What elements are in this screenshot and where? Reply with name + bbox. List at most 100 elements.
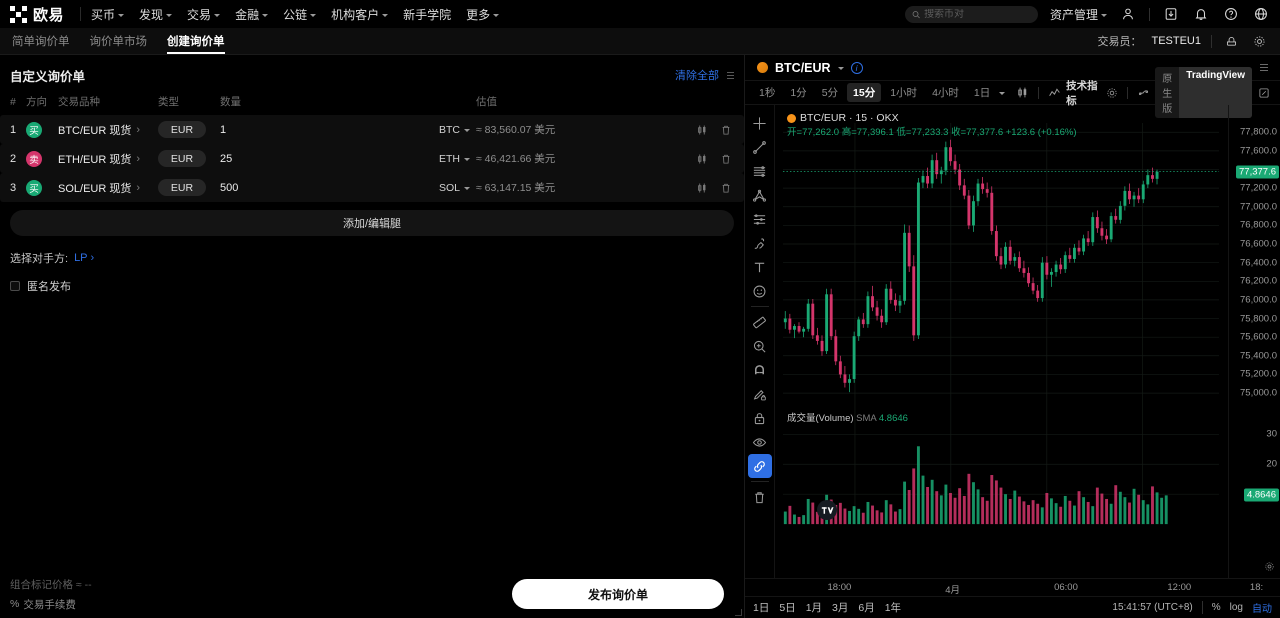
timeframe-1d[interactable]: 1日 [973, 87, 991, 99]
measure-icon[interactable] [748, 310, 772, 334]
chart-settings-gear-icon[interactable] [1104, 87, 1120, 99]
chart-type-candle-icon[interactable] [1014, 86, 1031, 99]
crosshair-icon[interactable] [748, 111, 772, 135]
timeframe-15m[interactable]: 15分 [847, 83, 882, 102]
delete-row-icon[interactable] [720, 182, 732, 194]
percent-scale-toggle[interactable]: % [1211, 602, 1221, 613]
text-icon[interactable] [748, 255, 772, 279]
timeframe-4h[interactable]: 4小时 [932, 87, 959, 99]
eye-icon[interactable] [748, 430, 772, 454]
magnet-icon[interactable] [748, 358, 772, 382]
range-6mo[interactable]: 6月 [858, 602, 875, 614]
nav-item-buy[interactable]: 买币 [91, 6, 125, 23]
timeframe-5m[interactable]: 5分 [821, 87, 839, 99]
chevron-down-icon[interactable] [464, 158, 470, 161]
view-native-option[interactable]: 原生版 [1162, 74, 1173, 115]
quantity-input[interactable]: 500 [220, 181, 239, 194]
add-edit-leg-button[interactable]: 添加/编辑腿 [10, 210, 734, 236]
timeframe-1h[interactable]: 1小时 [890, 87, 918, 99]
nav-item-institutional[interactable]: 机构客户 [331, 6, 389, 23]
theme-icon[interactable] [1222, 32, 1240, 50]
chevron-right-icon[interactable]: › [136, 123, 141, 136]
tab-rfq-market[interactable]: 询价单市场 [90, 28, 148, 54]
range-1mo[interactable]: 1月 [805, 602, 823, 614]
counterparty-selector[interactable]: LP › [74, 252, 95, 264]
row-currency-cell[interactable]: BTC [420, 115, 476, 144]
type-pill[interactable]: EUR [158, 121, 206, 138]
candle-icon[interactable] [696, 124, 708, 136]
type-pill[interactable]: EUR [158, 179, 206, 196]
emoji-icon[interactable] [748, 279, 772, 303]
pencil-lock-icon[interactable] [748, 382, 772, 406]
range-5d[interactable]: 5日 [779, 602, 796, 614]
table-row[interactable]: 1 买 BTC/EUR 现货 › EUR 1 BTC ≈ 83,560.07 美元 [0, 115, 744, 144]
range-1d[interactable]: 1日 [753, 602, 770, 614]
nav-item-finance[interactable]: 金融 [235, 6, 269, 23]
fib-retracement-icon[interactable] [748, 207, 772, 231]
delete-row-icon[interactable] [720, 153, 732, 165]
user-icon[interactable] [1119, 5, 1137, 23]
chart-canvas-area[interactable]: BTC/EUR · 15 · OKX 开=77,262.0 高=77,396.1… [775, 105, 1228, 578]
row-instrument-cell[interactable]: BTC/EUR 现货 › [58, 115, 158, 144]
chevron-right-icon[interactable]: › [136, 181, 141, 194]
chevron-down-icon[interactable] [837, 67, 844, 70]
tradingview-logo[interactable] [817, 500, 837, 521]
log-scale-toggle[interactable]: log [1229, 602, 1243, 613]
row-type-cell[interactable]: EUR [158, 144, 220, 173]
table-row[interactable]: 2 卖 ETH/EUR 现货 › EUR 25 ETH ≈ 46,421.66 美… [0, 144, 744, 173]
auto-scale-toggle[interactable]: 自动 [1252, 604, 1272, 615]
chevron-down-icon[interactable] [464, 129, 470, 132]
fullscreen-icon[interactable] [1256, 87, 1272, 99]
drag-handle-icon[interactable] [727, 71, 734, 79]
row-type-cell[interactable]: EUR [158, 173, 220, 202]
range-3mo[interactable]: 3月 [832, 602, 849, 614]
delete-row-icon[interactable] [720, 124, 732, 136]
resize-handle[interactable] [735, 609, 742, 616]
indicator-icon[interactable] [1046, 86, 1063, 99]
publish-rfq-button[interactable]: 发布询价单 [512, 579, 724, 609]
table-row[interactable]: 3 买 SOL/EUR 现货 › EUR 500 SOL ≈ 63,147.15 … [0, 173, 744, 202]
timeframe-1s[interactable]: 1秒 [759, 87, 776, 99]
bell-icon[interactable] [1192, 5, 1210, 23]
nav-item-more[interactable]: 更多 [466, 6, 500, 23]
row-direction-cell[interactable]: 买 [26, 115, 58, 144]
row-direction-cell[interactable]: 卖 [26, 144, 58, 173]
trend-line-icon[interactable] [748, 135, 772, 159]
settings-gear-icon[interactable] [1250, 32, 1268, 50]
nav-item-chain[interactable]: 公链 [283, 6, 317, 23]
price-axis[interactable]: 77,800.077,600.077,400.077,200.077,000.0… [1228, 105, 1280, 578]
chevron-down-icon[interactable] [999, 92, 1006, 95]
type-pill[interactable]: EUR [158, 150, 206, 167]
trash-icon[interactable] [748, 485, 772, 509]
direction-badge-buy[interactable]: 买 [26, 121, 42, 138]
view-tradingview-option[interactable]: TradingView [1179, 67, 1252, 118]
quantity-input[interactable]: 25 [220, 152, 233, 165]
nav-item-trade[interactable]: 交易 [187, 6, 221, 23]
nav-item-academy[interactable]: 新手学院 [403, 6, 451, 23]
chevron-right-icon[interactable]: › [136, 152, 141, 165]
row-quantity-cell[interactable]: 1 [220, 115, 420, 144]
axis-settings-icon[interactable] [1264, 561, 1275, 575]
row-direction-cell[interactable]: 买 [26, 173, 58, 202]
candle-icon[interactable] [696, 182, 708, 194]
nav-item-discover[interactable]: 发现 [139, 6, 173, 23]
brush-icon[interactable] [748, 231, 772, 255]
row-quantity-cell[interactable]: 25 [220, 144, 420, 173]
row-quantity-cell[interactable]: 500 [220, 173, 420, 202]
row-type-cell[interactable]: EUR [158, 115, 220, 144]
info-icon[interactable]: i [850, 61, 863, 74]
row-instrument-cell[interactable]: SOL/EUR 现货 › [58, 173, 158, 202]
row-currency-cell[interactable]: ETH [420, 144, 476, 173]
globe-icon[interactable] [1252, 5, 1270, 23]
okx-logo[interactable]: 欧易 [10, 4, 64, 25]
direction-badge-buy[interactable]: 买 [26, 179, 42, 196]
search-input[interactable] [924, 8, 1031, 20]
chevron-down-icon[interactable] [464, 187, 470, 190]
time-axis[interactable]: 18:00 4月 06:00 12:00 18: [745, 578, 1280, 596]
row-currency-cell[interactable]: SOL [420, 173, 476, 202]
anonymous-checkbox[interactable] [10, 281, 20, 291]
range-1y[interactable]: 1年 [884, 602, 902, 614]
search-box[interactable] [904, 5, 1038, 23]
quantity-input[interactable]: 1 [220, 123, 227, 136]
zoom-in-icon[interactable] [748, 334, 772, 358]
